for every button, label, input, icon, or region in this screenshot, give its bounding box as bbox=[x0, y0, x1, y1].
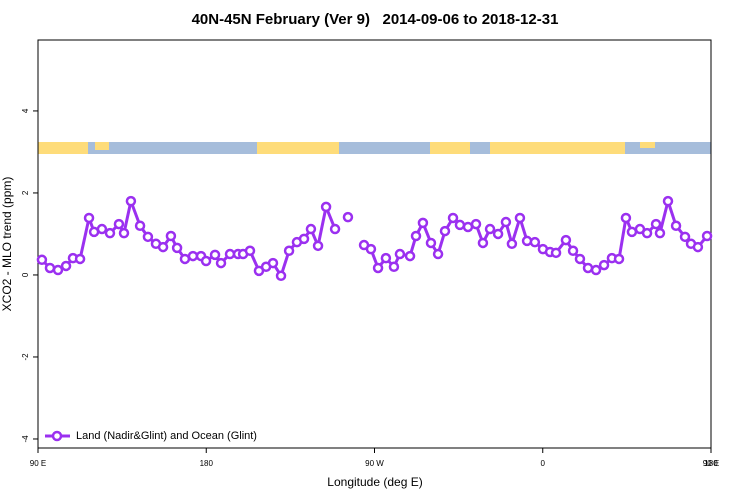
data-point bbox=[500, 216, 512, 228]
data-point bbox=[650, 218, 662, 230]
data-line bbox=[40, 195, 337, 280]
legend-marker bbox=[51, 430, 63, 442]
plot-frame bbox=[37, 39, 712, 449]
data-point bbox=[567, 245, 579, 257]
data-point bbox=[275, 270, 287, 282]
x-tick-label: 180 bbox=[704, 459, 718, 468]
data-point bbox=[529, 236, 541, 248]
y-tick-label: 4 bbox=[21, 108, 30, 113]
data-point bbox=[215, 257, 227, 269]
data-point bbox=[404, 250, 416, 262]
legend: Land (Nadir&Glint) and Ocean (Glint) bbox=[45, 430, 257, 442]
data-point bbox=[574, 253, 586, 265]
data-point bbox=[613, 253, 625, 265]
y-tick-label: 2 bbox=[21, 190, 30, 195]
x-tick-label: 90 E bbox=[703, 459, 719, 468]
data-point bbox=[432, 248, 444, 260]
data-point bbox=[283, 245, 295, 257]
data-point bbox=[305, 223, 317, 235]
data-point bbox=[171, 242, 183, 254]
data-point bbox=[372, 262, 384, 274]
data-point bbox=[484, 223, 496, 235]
land-band bbox=[490, 142, 625, 154]
land-band bbox=[640, 142, 655, 148]
data-point bbox=[36, 254, 48, 266]
data-point bbox=[113, 218, 125, 230]
data-point bbox=[267, 257, 279, 269]
data-point bbox=[679, 231, 691, 243]
data-point bbox=[506, 238, 518, 250]
x-tick-label: 90 E bbox=[30, 459, 46, 468]
data-point bbox=[620, 212, 632, 224]
x-tick-label: 180 bbox=[200, 459, 214, 468]
x-tick-label: 0 bbox=[541, 459, 546, 468]
data-point bbox=[298, 233, 310, 245]
data-point bbox=[365, 243, 377, 255]
data-point bbox=[200, 255, 212, 267]
y-axis-label: XCO2 - MLO trend (ppm) bbox=[0, 177, 14, 312]
data-point bbox=[662, 195, 674, 207]
data-point bbox=[44, 262, 56, 274]
data-point bbox=[454, 219, 466, 231]
data-point bbox=[417, 217, 429, 229]
data-point bbox=[83, 212, 95, 224]
land-band bbox=[257, 142, 339, 154]
data-point bbox=[329, 223, 341, 235]
legend-label: Land (Nadir&Glint) and Ocean (Glint) bbox=[76, 430, 257, 442]
data-point bbox=[410, 230, 422, 242]
data-point bbox=[60, 260, 72, 272]
data-point bbox=[560, 234, 572, 246]
data-point bbox=[74, 253, 86, 265]
land-band bbox=[38, 142, 88, 154]
land-band bbox=[95, 142, 109, 150]
y-tick-label: -4 bbox=[21, 435, 30, 443]
land-band bbox=[430, 142, 470, 154]
data-point bbox=[165, 230, 177, 242]
data-point bbox=[118, 227, 130, 239]
data-point bbox=[104, 227, 116, 239]
x-axis-label: Longitude (deg E) bbox=[327, 475, 422, 489]
data-point bbox=[550, 247, 562, 259]
data-point bbox=[654, 227, 666, 239]
y-tick-label: 0 bbox=[21, 272, 30, 277]
data-point bbox=[52, 264, 64, 276]
data-point bbox=[342, 211, 354, 223]
data-point bbox=[514, 212, 526, 224]
data-point bbox=[394, 248, 406, 260]
data-point bbox=[134, 220, 146, 232]
data-point bbox=[320, 201, 332, 213]
data-point bbox=[582, 262, 594, 274]
data-point bbox=[157, 241, 169, 253]
data-point bbox=[244, 245, 256, 257]
data-point bbox=[142, 231, 154, 243]
data-point bbox=[439, 225, 451, 237]
data-point bbox=[209, 249, 221, 261]
data-point bbox=[670, 220, 682, 232]
data-point bbox=[492, 228, 504, 240]
data-point bbox=[470, 218, 482, 230]
data-point bbox=[701, 230, 713, 242]
data-point bbox=[477, 237, 489, 249]
data-point bbox=[590, 264, 602, 276]
data-point bbox=[447, 212, 459, 224]
data-point bbox=[380, 252, 392, 264]
data-point bbox=[388, 261, 400, 273]
data-point bbox=[125, 195, 137, 207]
x-tick-label: 90 W bbox=[365, 459, 384, 468]
data-point bbox=[312, 240, 324, 252]
data-point bbox=[692, 241, 704, 253]
data-point bbox=[96, 223, 108, 235]
y-tick-label: -2 bbox=[21, 353, 30, 361]
land-ocean-strip bbox=[38, 142, 711, 154]
data-point bbox=[598, 259, 610, 271]
data-point bbox=[425, 237, 437, 249]
data-point bbox=[641, 227, 653, 239]
chart-title: 40N-45N February (Ver 9) 2014-09-06 to 2… bbox=[192, 11, 559, 28]
